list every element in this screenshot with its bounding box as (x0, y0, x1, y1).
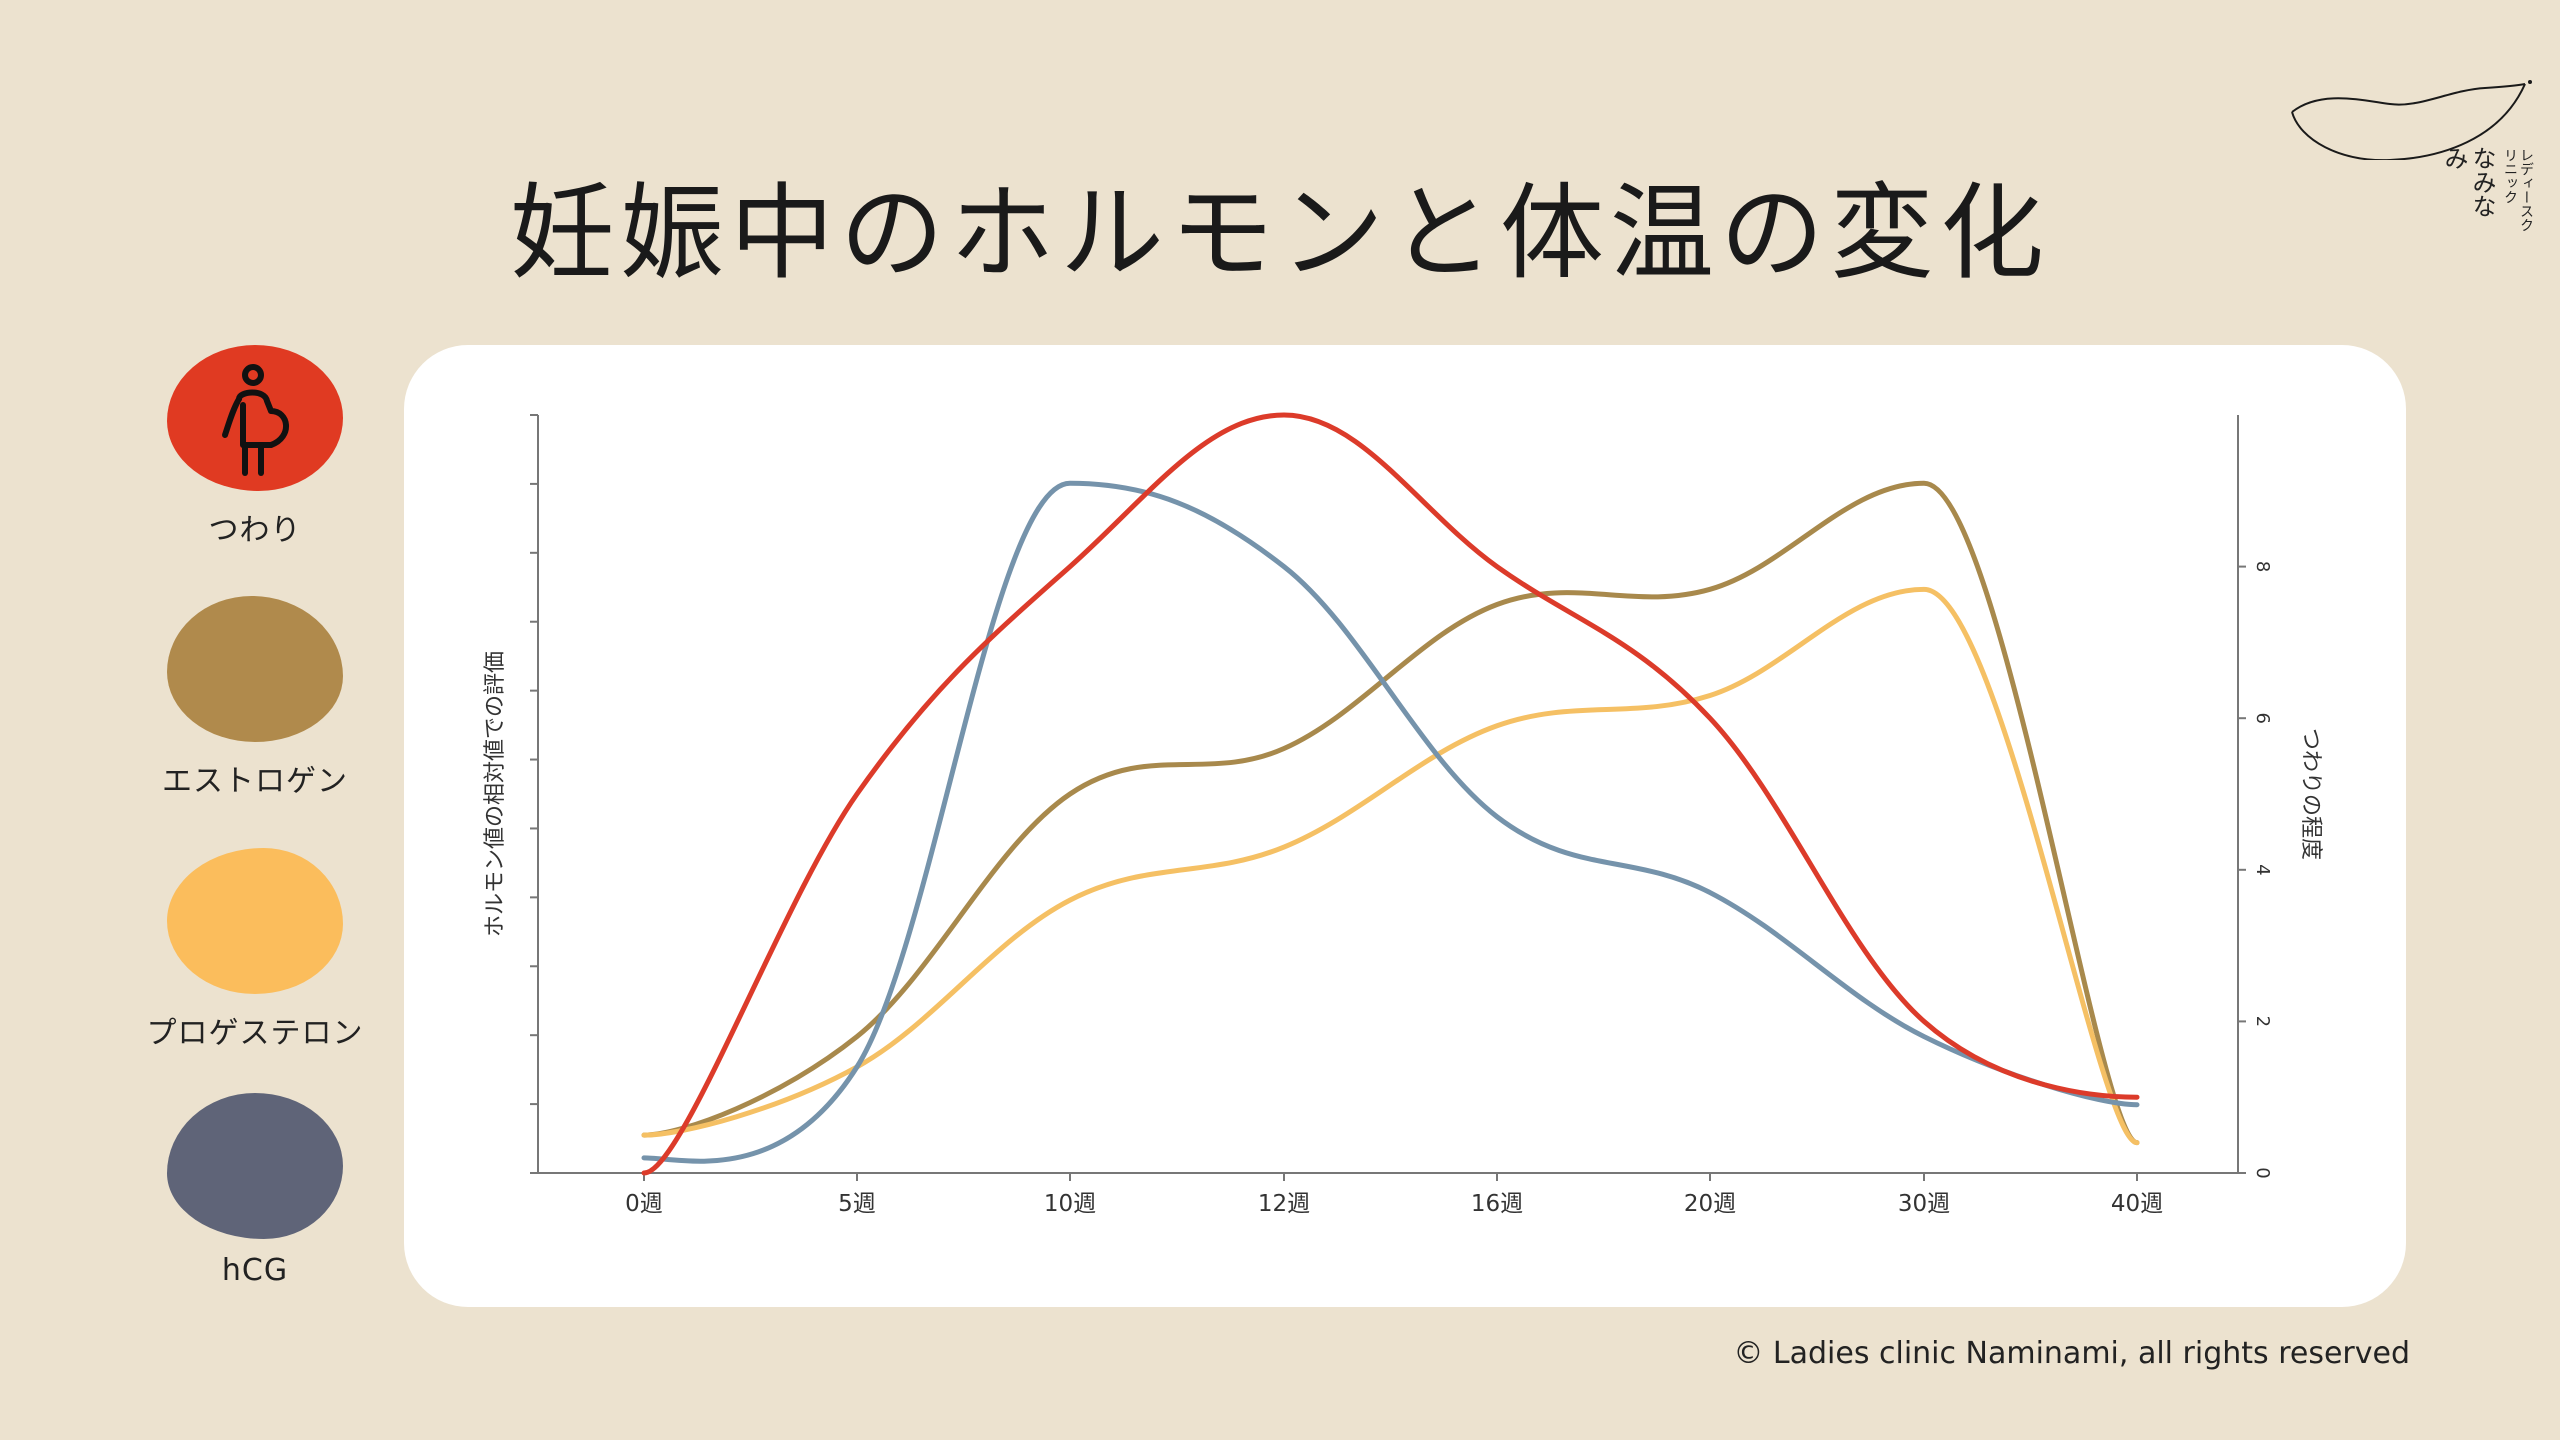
x-tick-label: 0週 (625, 1191, 663, 1217)
logo-name-text: なみなみ (2440, 146, 2496, 218)
copyright-text: © Ladies clinic Naminami, all rights res… (1733, 1336, 2410, 1371)
x-tick-label: 12週 (1258, 1191, 1310, 1217)
x-tick-label: 20週 (1684, 1191, 1736, 1217)
legend-item-morning-sickness: つわり (130, 345, 380, 549)
chart-panel: 0 2 4 6 8 0週 5週 10週 12週 16週 20週 30週 40週 ホルモン値の相対値での評価… (404, 345, 2406, 1307)
series-line-3 (641, 586, 2140, 1146)
y-right-tick-label: 2 (2252, 1016, 2273, 1027)
clinic-logo: レディースクリニック なみなみ (2280, 70, 2540, 240)
x-tick-label: 40週 (2111, 1191, 2163, 1217)
wave-logo-icon (2291, 80, 2532, 160)
legend-item-progesterone: プロゲステロン (130, 848, 380, 1052)
series-line-0 (641, 412, 2140, 1176)
series-line-2 (641, 480, 2140, 1146)
x-tick-label: 5週 (838, 1191, 876, 1217)
legend-label: プロゲステロン (146, 1016, 364, 1051)
legend-label: hCG (221, 1253, 289, 1288)
legend-swatch-estrogen (167, 596, 343, 742)
series-line-1 (641, 480, 2140, 1164)
legend-label: つわり (208, 513, 302, 548)
hormone-line-chart: 0 2 4 6 8 0週 5週 10週 12週 16週 20週 30週 40週 ホルモン値の相対値での評価… (483, 412, 2323, 1217)
legend-swatch-hcg (167, 1093, 343, 1239)
y-axis-left-title: ホルモン値の相対値での評価 (483, 651, 508, 937)
y-right-tick-label: 6 (2252, 712, 2273, 723)
legend-swatch-progesterone (167, 848, 343, 994)
legend-label: エストロゲン (162, 764, 348, 799)
legend-item-hcg: hCG (130, 1093, 380, 1288)
x-tick-label: 16週 (1471, 1191, 1523, 1217)
x-tick-label: 30週 (1898, 1191, 1950, 1217)
y-right-tick-label: 4 (2252, 864, 2273, 875)
x-tick-label: 10週 (1044, 1191, 1096, 1217)
pregnant-woman-icon (222, 364, 289, 476)
y-right-tick-label: 8 (2252, 561, 2273, 572)
legend-item-estrogen: エストロゲン (130, 596, 380, 800)
y-axis-right-title: つわりの程度 (2298, 728, 2323, 860)
page-title: 妊娠中のホルモンと体温の変化 (509, 172, 2050, 294)
legend-swatch-morning-sickness (167, 345, 343, 491)
logo-clinic-text: レディースクリニック (2502, 148, 2534, 232)
y-right-tick-label: 0 (2252, 1167, 2273, 1178)
